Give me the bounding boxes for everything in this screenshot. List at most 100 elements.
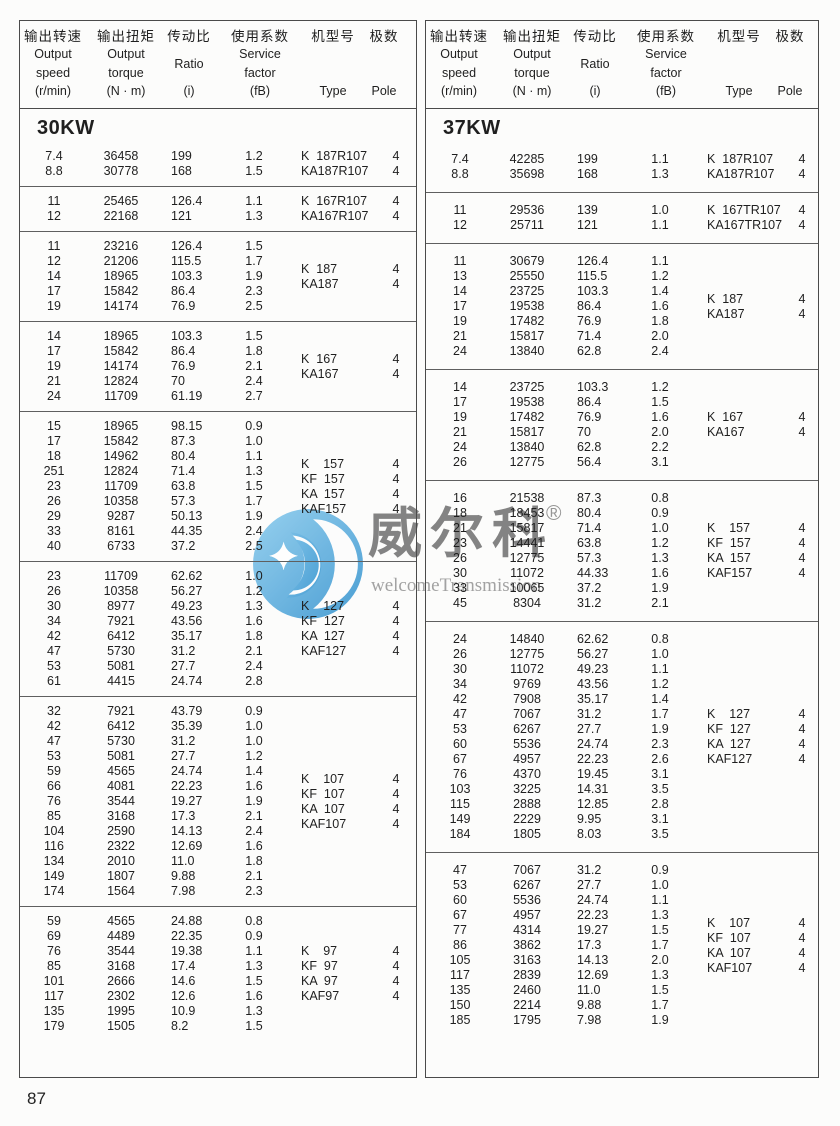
cell-output-speed: 103 (449, 782, 471, 796)
cell-output-speed: 60 (453, 737, 467, 751)
table-row: 18 18453 80.4 0.9 (426, 506, 818, 521)
type-row: K 187R107 4 (301, 149, 409, 164)
table-row: 17 19538 86.4 1.5 (426, 395, 818, 410)
type-group: K 187R107 4 KA187R107 4 (707, 152, 815, 182)
cell-pole: 4 (392, 959, 400, 973)
cell-output-speed: 8.8 (45, 164, 63, 178)
cell-output-speed: 60 (453, 893, 467, 907)
cell-ratio: 63.8 (577, 536, 602, 550)
cell-output-speed: 116 (44, 839, 64, 853)
cell-output-torque: 2460 (513, 983, 541, 997)
table-row: 14 23725 103.3 1.2 (426, 380, 818, 395)
cell-pole: 4 (798, 410, 806, 424)
type-row: KA 107 4 (707, 946, 815, 961)
cell-pole: 4 (798, 425, 806, 439)
table-row: 26 10358 57.3 1.7 (20, 494, 416, 509)
cell-pole: 4 (392, 974, 400, 988)
cell-type: K 167TR107 (707, 203, 781, 217)
cell-service-factor: 0.8 (245, 914, 263, 928)
type-row: K 167R107 4 (301, 194, 409, 209)
cell-ratio: 14.13 (171, 824, 203, 838)
type-row: KA 97 4 (301, 974, 409, 989)
cell-ratio: 103.3 (171, 269, 203, 283)
cell-service-factor: 1.1 (245, 944, 263, 958)
table-row: 11 25465 126.4 1.1 (20, 194, 416, 209)
cell-output-torque: 13840 (509, 344, 545, 358)
cell-service-factor: 1.6 (651, 566, 669, 580)
cell-pole: 4 (798, 536, 806, 550)
cell-service-factor: 0.9 (245, 704, 263, 718)
header-unit-label: (r/min) (440, 83, 478, 98)
cell-service-factor: 1.3 (651, 968, 669, 982)
header-col-service-factor: 使用系数 Service factor (fB) (212, 28, 308, 100)
table-row: 12 21206 115.5 1.7 (20, 254, 416, 269)
cell-ratio: 86.4 (171, 284, 196, 298)
cell-service-factor: 1.0 (651, 878, 669, 892)
header-en-label: speed (35, 65, 71, 80)
cell-output-speed: 11 (47, 239, 61, 253)
cell-pole: 4 (798, 722, 806, 736)
type-row: KA187 4 (707, 307, 815, 322)
cell-ratio: 22.23 (577, 908, 609, 922)
cell-output-torque: 15817 (509, 425, 545, 439)
cell-service-factor: 1.8 (245, 854, 263, 868)
cell-ratio: 24.88 (171, 914, 203, 928)
type-group: K 97 4 KF 97 4 KA 97 4 KAF97 4 (301, 944, 409, 1004)
cell-output-torque: 12775 (509, 551, 545, 565)
data-rows: 16 21538 87.3 0.8 18 18453 80.4 0.9 21 15817 71.4 1… (426, 491, 818, 611)
cell-ratio: 11.0 (577, 983, 601, 997)
cell-output-speed: 26 (47, 494, 61, 508)
table-row: 42 6412 35.39 1.0 (20, 719, 416, 734)
table-row: 21 12824 70 2.4 (20, 374, 416, 389)
cell-type: KF 157 (301, 471, 345, 486)
cell-type: KA167 (301, 366, 339, 381)
header-cn-label: 传动比 (573, 29, 617, 44)
ratio-block: 32 7921 43.79 0.9 42 6412 35.39 1.0 47 5730 31.2 1.… (20, 696, 416, 906)
cell-service-factor: 1.3 (245, 599, 263, 613)
cell-ratio: 8.2 (171, 1019, 189, 1033)
cell-output-torque: 21538 (509, 491, 545, 505)
cell-ratio: 62.8 (577, 440, 602, 454)
cell-ratio: 71.4 (171, 464, 196, 478)
cell-output-speed: 11 (453, 203, 467, 217)
cell-type: K 187 (707, 291, 744, 306)
table-row: 117 2839 12.69 1.3 (426, 968, 818, 983)
cell-ratio: 98.15 (171, 419, 203, 433)
header-col-pole: 极数 Pole (764, 28, 816, 100)
cell-output-torque: 7921 (107, 614, 135, 628)
table-row: 30 11072 44.33 1.6 (426, 566, 818, 581)
cell-output-torque: 9769 (513, 677, 541, 691)
cell-ratio: 62.62 (171, 569, 203, 583)
cell-pole: 4 (798, 152, 806, 166)
type-group: K 187 4 KA187 4 (301, 262, 409, 292)
cell-service-factor: 1.6 (651, 410, 669, 424)
cell-pole: 4 (392, 209, 400, 223)
cell-service-factor: 2.8 (245, 674, 263, 688)
cell-ratio: 43.79 (171, 704, 203, 718)
cell-ratio: 12.69 (577, 968, 609, 982)
table-row: 76 4370 19.45 3.1 (426, 767, 818, 782)
cell-output-torque: 18965 (103, 329, 139, 343)
cell-type: KAF97 (301, 989, 340, 1003)
cell-output-torque: 6412 (107, 719, 135, 733)
cell-ratio: 14.6 (171, 974, 196, 988)
cell-pole: 4 (392, 366, 400, 381)
cell-output-torque: 19538 (509, 299, 545, 313)
cell-pole: 4 (392, 644, 400, 658)
cell-service-factor: 1.0 (245, 719, 263, 733)
cell-output-torque: 3168 (107, 809, 135, 823)
data-rows: 7.4 36458 199 1.2 8.8 30778 168 1.5 (20, 149, 416, 179)
cell-ratio: 27.7 (577, 722, 602, 736)
header-col-ratio: 传动比 Ratio (i) (572, 28, 618, 100)
cell-output-torque: 8161 (107, 524, 135, 538)
cell-output-speed: 76 (453, 767, 467, 781)
cell-pole: 4 (798, 306, 806, 321)
cell-ratio: 9.88 (577, 998, 602, 1012)
registered-trademark-icon: ® (546, 502, 562, 525)
cell-output-torque: 12775 (509, 455, 545, 469)
cell-output-torque: 1564 (107, 884, 135, 898)
cell-type: KAF107 (301, 816, 347, 831)
cell-output-speed: 184 (449, 827, 471, 841)
type-row: KA167 4 (301, 367, 409, 382)
